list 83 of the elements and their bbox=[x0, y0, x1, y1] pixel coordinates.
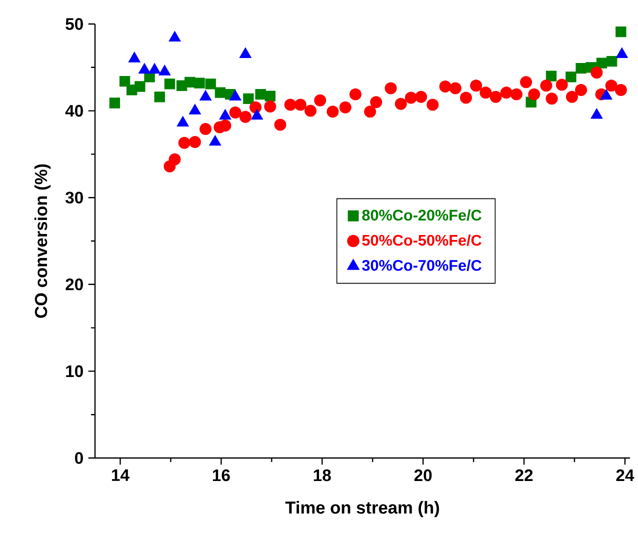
point bbox=[490, 90, 502, 103]
y-tick-label: 50 bbox=[66, 18, 83, 30]
point bbox=[339, 101, 352, 114]
point bbox=[168, 153, 181, 166]
point bbox=[556, 78, 568, 91]
y-tick-label: 0 bbox=[75, 452, 83, 464]
point bbox=[264, 100, 276, 112]
point bbox=[164, 78, 176, 90]
point bbox=[384, 82, 397, 94]
y-tick-label: 30 bbox=[65, 192, 83, 204]
y-tick-label: 40 bbox=[65, 104, 83, 117]
point bbox=[243, 93, 254, 104]
point bbox=[326, 106, 339, 118]
point bbox=[520, 76, 532, 88]
x-axis-title: Time on stream (h) bbox=[285, 500, 440, 518]
legend-label: 50%Co-50%Fe/C bbox=[362, 234, 482, 246]
point bbox=[605, 80, 618, 92]
point bbox=[219, 120, 232, 132]
point bbox=[566, 90, 578, 103]
x-tick-label: 20 bbox=[414, 469, 432, 482]
x-tick-label: 22 bbox=[515, 469, 533, 482]
point bbox=[109, 98, 120, 108]
point bbox=[546, 92, 558, 105]
point bbox=[239, 110, 252, 123]
point bbox=[614, 84, 627, 96]
point bbox=[470, 80, 482, 92]
point bbox=[205, 78, 216, 90]
point bbox=[404, 92, 417, 104]
point bbox=[449, 82, 462, 94]
point bbox=[250, 109, 264, 120]
point bbox=[415, 90, 428, 103]
point bbox=[219, 109, 232, 120]
legend-label: 80%Co-20%Fe/C bbox=[362, 209, 482, 221]
point bbox=[229, 106, 242, 119]
point bbox=[176, 116, 189, 127]
x-tick-label: 16 bbox=[212, 469, 230, 482]
point bbox=[370, 96, 382, 108]
point bbox=[200, 123, 212, 136]
x-tick-label: 24 bbox=[616, 469, 634, 482]
point bbox=[480, 86, 492, 99]
point bbox=[510, 88, 522, 100]
y-tick-label: 20 bbox=[66, 278, 83, 290]
point bbox=[540, 80, 552, 92]
point bbox=[576, 62, 586, 74]
y-tick-label: 10 bbox=[66, 365, 83, 378]
point bbox=[194, 78, 205, 88]
point bbox=[314, 94, 326, 106]
point bbox=[426, 98, 439, 111]
point bbox=[606, 56, 618, 67]
point bbox=[264, 90, 276, 102]
point bbox=[500, 86, 512, 99]
point bbox=[364, 106, 376, 118]
point bbox=[590, 108, 603, 119]
point bbox=[274, 118, 286, 131]
point bbox=[349, 88, 362, 100]
point bbox=[188, 136, 201, 148]
point bbox=[546, 70, 557, 82]
point bbox=[590, 66, 603, 79]
point bbox=[596, 58, 608, 68]
point bbox=[138, 63, 151, 74]
point bbox=[209, 135, 222, 146]
point bbox=[148, 63, 161, 74]
point bbox=[600, 89, 612, 100]
point bbox=[566, 72, 576, 82]
point bbox=[178, 136, 190, 149]
point bbox=[214, 87, 226, 98]
point bbox=[134, 81, 146, 92]
point bbox=[119, 76, 130, 87]
x-tick-label: 14 bbox=[112, 469, 130, 481]
x-tick-label: 18 bbox=[314, 469, 331, 482]
point bbox=[304, 104, 317, 117]
point bbox=[394, 98, 407, 110]
point bbox=[575, 84, 588, 96]
point bbox=[255, 88, 266, 100]
point bbox=[439, 80, 452, 93]
y-axis-title: CO conversion (%) bbox=[34, 164, 51, 318]
point bbox=[616, 26, 626, 38]
point bbox=[294, 98, 306, 111]
point bbox=[154, 92, 165, 102]
legend-label: 30%Co-70%Fe/C bbox=[362, 260, 482, 271]
point bbox=[460, 92, 472, 104]
point bbox=[284, 98, 296, 111]
point bbox=[528, 88, 540, 100]
